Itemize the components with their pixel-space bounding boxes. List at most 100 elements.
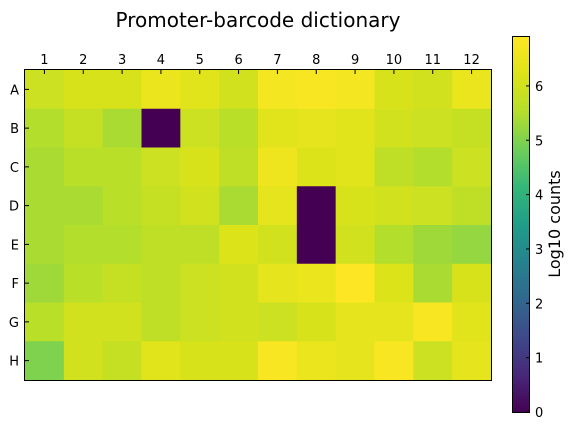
heatmap-cell-H2 [63, 341, 104, 381]
heatmap-cell-E6 [219, 225, 259, 265]
heatmap-cell-C2 [63, 147, 104, 187]
col-label-5: 5 [196, 53, 204, 68]
heatmap-cell-B11 [413, 108, 453, 148]
heatmap-cell-A6 [219, 70, 259, 110]
heatmap-cell-F5 [180, 263, 220, 303]
row-label-C: C [10, 161, 19, 176]
heatmap-cell-E1 [25, 225, 65, 265]
heatmap-cell-C6 [219, 147, 259, 187]
heatmap-cell-C11 [413, 147, 453, 187]
heatmap-cell-F2 [63, 263, 104, 303]
colorbar-tick-label-0: 0 [535, 406, 543, 421]
col-label-11: 11 [424, 53, 441, 68]
heatmap-cell-E11 [413, 225, 453, 265]
heatmap-cell-D7 [258, 186, 298, 226]
heatmap-cell-B2 [63, 108, 104, 148]
col-label-2: 2 [79, 53, 87, 68]
heatmap-cell-G2 [63, 302, 104, 342]
row-label-G: G [9, 316, 19, 331]
heatmap-cell-D1 [25, 186, 65, 226]
heatmap-cell-C1 [25, 147, 65, 187]
heatmap-cell-E12 [452, 225, 492, 265]
heatmap-cell-B7 [258, 108, 298, 148]
heatmap-cell-F3 [102, 263, 142, 303]
colorbar-label: Log10 counts [545, 170, 564, 278]
col-label-3: 3 [118, 53, 126, 68]
heatmap-cell-H1 [25, 341, 65, 381]
heatmap-cell-B4 [141, 108, 181, 148]
row-label-H: H [9, 355, 19, 370]
heatmap-cell-B5 [180, 108, 220, 148]
row-label-A: A [10, 83, 19, 98]
heatmap-cell-E4 [141, 225, 181, 265]
heatmap-cell-D4 [141, 186, 181, 226]
heatmap-cell-E9 [335, 225, 375, 265]
heatmap-cell-F1 [25, 263, 65, 303]
heatmap-cell-E8 [296, 225, 337, 265]
row-label-E: E [11, 238, 19, 253]
heatmap-cell-C4 [141, 147, 181, 187]
heatmap-cell-A5 [180, 70, 220, 110]
heatmap-cell-A12 [452, 70, 492, 110]
heatmap-cell-B1 [25, 108, 65, 148]
heatmap-cell-H4 [141, 341, 181, 381]
heatmap-cell-H12 [452, 341, 492, 381]
heatmap-cell-F7 [258, 263, 298, 303]
plot-frame [24, 69, 492, 381]
row-label-B: B [10, 122, 19, 137]
heatmap-cell-E5 [180, 225, 220, 265]
colorbar-tick-label-4: 4 [535, 189, 543, 204]
heatmap-cell-H10 [374, 341, 414, 381]
heatmap-cell-H7 [258, 341, 298, 381]
heatmap-cell-H9 [335, 341, 375, 381]
colorbar-tick-label-2: 2 [535, 297, 543, 312]
heatmap-cell-A8 [296, 70, 337, 110]
heatmap-cell-D3 [102, 186, 142, 226]
heatmap-cell-C9 [335, 147, 375, 187]
heatmap-cell-F11 [413, 263, 453, 303]
heatmap-cell-E10 [374, 225, 414, 265]
chart-title: Promoter-barcode dictionary [115, 8, 401, 32]
col-label-10: 10 [386, 53, 403, 68]
heatmap-cell-E2 [63, 225, 104, 265]
heatmap-cell-D10 [374, 186, 414, 226]
heatmap-cell-D12 [452, 186, 492, 226]
col-label-12: 12 [463, 53, 480, 68]
col-label-7: 7 [273, 53, 281, 68]
colorbar-tick-label-3: 3 [535, 243, 543, 258]
heatmap-cell-G5 [180, 302, 220, 342]
heatmap-cell-F10 [374, 263, 414, 303]
heatmap-cell-G11 [413, 302, 453, 342]
heatmap-cell-D9 [335, 186, 375, 226]
heatmap-cell-C7 [258, 147, 298, 187]
heatmap-cell-H11 [413, 341, 453, 381]
heatmap-cell-B12 [452, 108, 492, 148]
heatmap-cell-C10 [374, 147, 414, 187]
heatmap-cell-B9 [335, 108, 375, 148]
heatmap-cell-F9 [335, 263, 375, 303]
heatmap-cell-A10 [374, 70, 414, 110]
heatmap-cell-A2 [63, 70, 104, 110]
heatmap-cell-F4 [141, 263, 181, 303]
heatmap-cell-E3 [102, 225, 142, 265]
heatmap-cell-D11 [413, 186, 453, 226]
heatmap-cell-B10 [374, 108, 414, 148]
colorbar-tick-label-5: 5 [535, 134, 543, 149]
heatmap-cell-G6 [219, 302, 259, 342]
heatmap-cell-C12 [452, 147, 492, 187]
heatmap-cell-G3 [102, 302, 142, 342]
heatmap-cell-H8 [296, 341, 337, 381]
heatmap-cell-H3 [102, 341, 142, 381]
heatmap-cell-A4 [141, 70, 181, 110]
heatmap-cell-D2 [63, 186, 104, 226]
heatmap-cell-H5 [180, 341, 220, 381]
heatmap-cell-F8 [296, 263, 337, 303]
heatmap-cell-C8 [296, 147, 337, 187]
heatmap-cell-A11 [413, 70, 453, 110]
heatmap-cell-D5 [180, 186, 220, 226]
col-label-6: 6 [234, 53, 242, 68]
col-label-8: 8 [312, 53, 320, 68]
heatmap-cell-A7 [258, 70, 298, 110]
